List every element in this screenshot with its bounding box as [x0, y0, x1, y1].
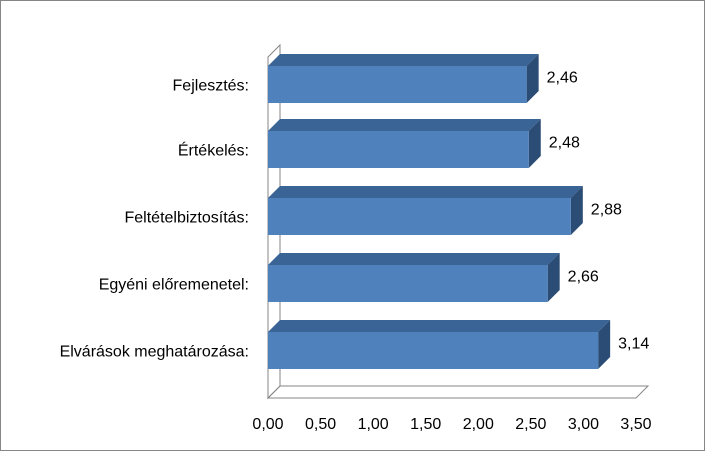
bar-front — [268, 265, 548, 302]
x-tick-labels: 0,00 0,50 1,00 1,50 2,00 2,50 3,00 3,50 — [252, 416, 651, 433]
bar — [268, 54, 539, 103]
bar-top — [268, 186, 583, 198]
bar — [268, 320, 611, 369]
value-label: 2,48 — [549, 135, 580, 152]
bar-side — [526, 54, 539, 103]
category-labels: Fejlesztés: Értékelés: Feltételbiztosítás:… — [60, 78, 249, 361]
bar-front — [268, 66, 527, 103]
category-label: Elvárások meghatározása: — [60, 344, 249, 361]
x-tick-label: 3,00 — [568, 416, 599, 433]
bar-top — [268, 119, 541, 131]
bars-group — [268, 54, 611, 369]
bar-top — [268, 54, 539, 66]
x-tick-label: 2,50 — [515, 416, 546, 433]
bar-front — [268, 332, 599, 369]
bar-top — [268, 253, 560, 265]
bar — [268, 186, 583, 235]
x-tick-label: 1,50 — [410, 416, 441, 433]
x-tick-label: 0,50 — [305, 416, 336, 433]
value-label: 2,88 — [591, 202, 622, 219]
category-label: Értékelés: — [178, 141, 249, 160]
bar-side — [598, 320, 611, 369]
bar-front — [268, 131, 529, 168]
bar-side — [570, 186, 583, 235]
bar — [268, 253, 560, 302]
category-label: Egyéni előremenetel: — [99, 277, 249, 294]
value-label: 2,66 — [568, 269, 599, 286]
floor — [266, 385, 650, 399]
x-tick-label: 0,00 — [252, 416, 283, 433]
bar-side — [547, 253, 560, 302]
category-label: Feltételbiztosítás: — [125, 210, 250, 227]
x-tick-label: 3,50 — [620, 416, 651, 433]
x-tick-label: 2,00 — [463, 416, 494, 433]
category-label: Fejlesztés: — [173, 78, 249, 95]
x-tick-label: 1,00 — [358, 416, 389, 433]
value-label: 2,46 — [547, 70, 578, 87]
bar — [268, 119, 541, 168]
bar-front — [268, 198, 571, 235]
bar-side — [528, 119, 541, 168]
value-labels: 2,46 2,48 2,88 2,66 3,14 — [547, 70, 650, 353]
bar-top — [268, 320, 611, 332]
value-label: 3,14 — [618, 336, 649, 353]
